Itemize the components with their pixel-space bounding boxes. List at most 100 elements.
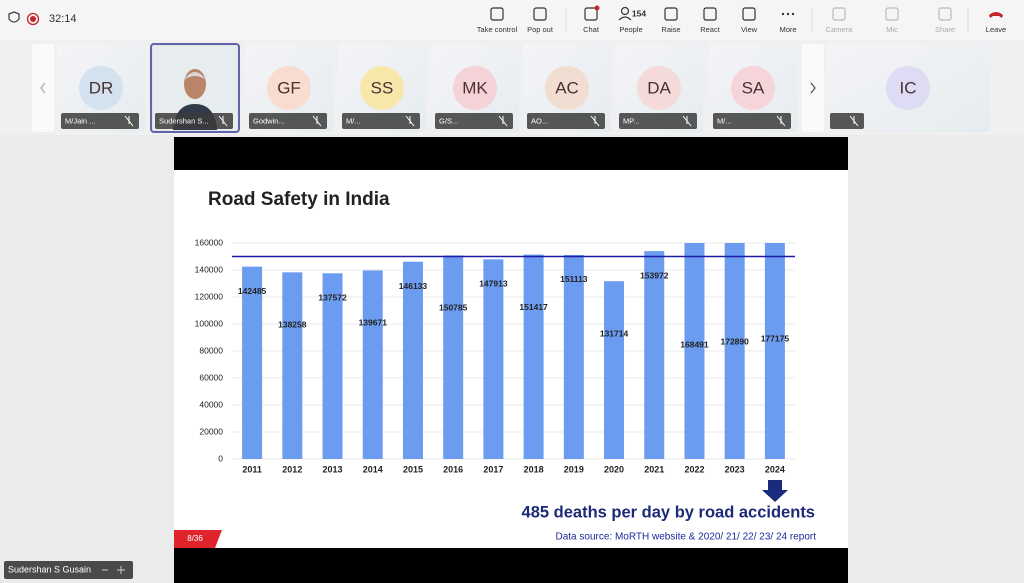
avatar xyxy=(731,66,775,110)
y-tick-label: 80000 xyxy=(199,345,223,355)
mic-off-icon xyxy=(498,115,508,127)
bar xyxy=(282,272,303,459)
bar xyxy=(322,273,343,459)
mic-off-icon xyxy=(776,115,786,127)
name-bar xyxy=(713,113,791,129)
chevron-right xyxy=(810,82,816,94)
plot-area xyxy=(242,243,785,459)
chat-badge xyxy=(594,5,600,11)
bar xyxy=(443,255,464,459)
chevron-left xyxy=(40,82,46,94)
slide-letterbox-top xyxy=(174,137,848,170)
down-arrow xyxy=(762,480,788,502)
avatar xyxy=(79,66,123,110)
participant-name: M/... xyxy=(346,116,361,125)
avatar-initials: DA xyxy=(647,78,671,97)
x-tick-label: 2012 xyxy=(282,464,302,474)
bar xyxy=(644,251,665,459)
button-icon xyxy=(664,7,678,21)
toolbar-label: People xyxy=(619,25,642,34)
participant-name: Sudershan S... xyxy=(159,116,209,125)
x-tick-label: 2011 xyxy=(242,464,262,474)
toolbar-label: View xyxy=(741,25,758,34)
y-tick-label: 100000 xyxy=(195,318,224,328)
y-tick-label: 160000 xyxy=(195,237,224,247)
toolbar-label: React xyxy=(700,25,721,34)
data-label: 151417 xyxy=(519,302,548,312)
avatar-initials: DR xyxy=(89,78,114,97)
avatar-initials: SS xyxy=(371,78,394,97)
x-tick-label: 2015 xyxy=(403,464,423,474)
button-icon xyxy=(490,7,504,21)
bar xyxy=(724,243,745,459)
button-icon xyxy=(832,7,846,21)
avatar xyxy=(637,66,681,110)
bar xyxy=(764,243,785,459)
top-bar xyxy=(0,0,1024,40)
scroll-left[interactable] xyxy=(32,44,54,132)
bar xyxy=(362,270,383,459)
y-tick-label: 0 xyxy=(218,453,223,463)
slide xyxy=(174,170,848,548)
toolbar-label: Camera xyxy=(826,25,854,34)
toolbar-label: Leave xyxy=(986,25,1006,34)
x-tick-label: 2016 xyxy=(443,464,463,474)
button-icon xyxy=(885,7,899,21)
avatar xyxy=(267,66,311,110)
name-bar xyxy=(830,113,864,129)
slide-letterbox-bottom xyxy=(174,548,848,583)
name-bar xyxy=(249,113,327,129)
annotation: 485 deaths per day by road accidents xyxy=(522,503,815,521)
data-label: 177175 xyxy=(761,334,790,344)
data-label: 139671 xyxy=(359,318,388,328)
leave-icon xyxy=(989,12,1003,18)
slide-number-tab xyxy=(174,530,222,548)
button-icon xyxy=(938,7,952,21)
mic-off-icon xyxy=(124,115,134,127)
scroll-right[interactable] xyxy=(802,44,824,132)
participant-name: G/S... xyxy=(439,116,458,125)
mic-off-icon xyxy=(312,115,322,127)
name-bar xyxy=(435,113,513,129)
data-label: 147913 xyxy=(479,279,508,289)
avatar xyxy=(545,66,589,110)
mic-off-icon xyxy=(849,115,859,127)
bar xyxy=(604,281,625,459)
more-icon xyxy=(791,12,795,16)
mic-off-icon xyxy=(590,115,600,127)
x-tick-label: 2017 xyxy=(483,464,503,474)
x-tick-label: 2020 xyxy=(604,464,624,474)
bar xyxy=(242,266,263,459)
x-tick-label: 2023 xyxy=(725,464,745,474)
bar xyxy=(402,261,423,459)
data-label: 137572 xyxy=(318,293,347,303)
mic-off-icon xyxy=(682,115,692,127)
chart-title: Road Safety in India xyxy=(208,189,390,210)
people-icon xyxy=(618,16,632,21)
name-bar xyxy=(619,113,697,129)
more-icon xyxy=(781,12,785,16)
name-bar xyxy=(527,113,605,129)
x-tick-label: 2014 xyxy=(363,464,383,474)
avatar-initials: SA xyxy=(742,78,765,97)
y-tick-label: 120000 xyxy=(195,291,224,301)
bar xyxy=(523,254,544,459)
data-label: 146133 xyxy=(399,281,428,291)
self-view-bar[interactable] xyxy=(4,561,133,579)
toolbar-label: More xyxy=(779,25,796,34)
data-label: 151113 xyxy=(560,274,588,284)
data-label: 142485 xyxy=(238,286,267,296)
mic-off-icon xyxy=(218,115,228,127)
x-tick-label: 2022 xyxy=(684,464,704,474)
participant-name: AO... xyxy=(531,116,548,125)
avatar-initials: GF xyxy=(277,78,301,97)
mic-off-icon xyxy=(405,115,415,127)
data-label: 172890 xyxy=(720,337,749,347)
button-icon xyxy=(584,7,598,21)
bar xyxy=(563,254,584,459)
name-bar xyxy=(342,113,420,129)
y-tick-label: 40000 xyxy=(199,399,223,409)
toolbar-label: Pop out xyxy=(527,25,554,34)
